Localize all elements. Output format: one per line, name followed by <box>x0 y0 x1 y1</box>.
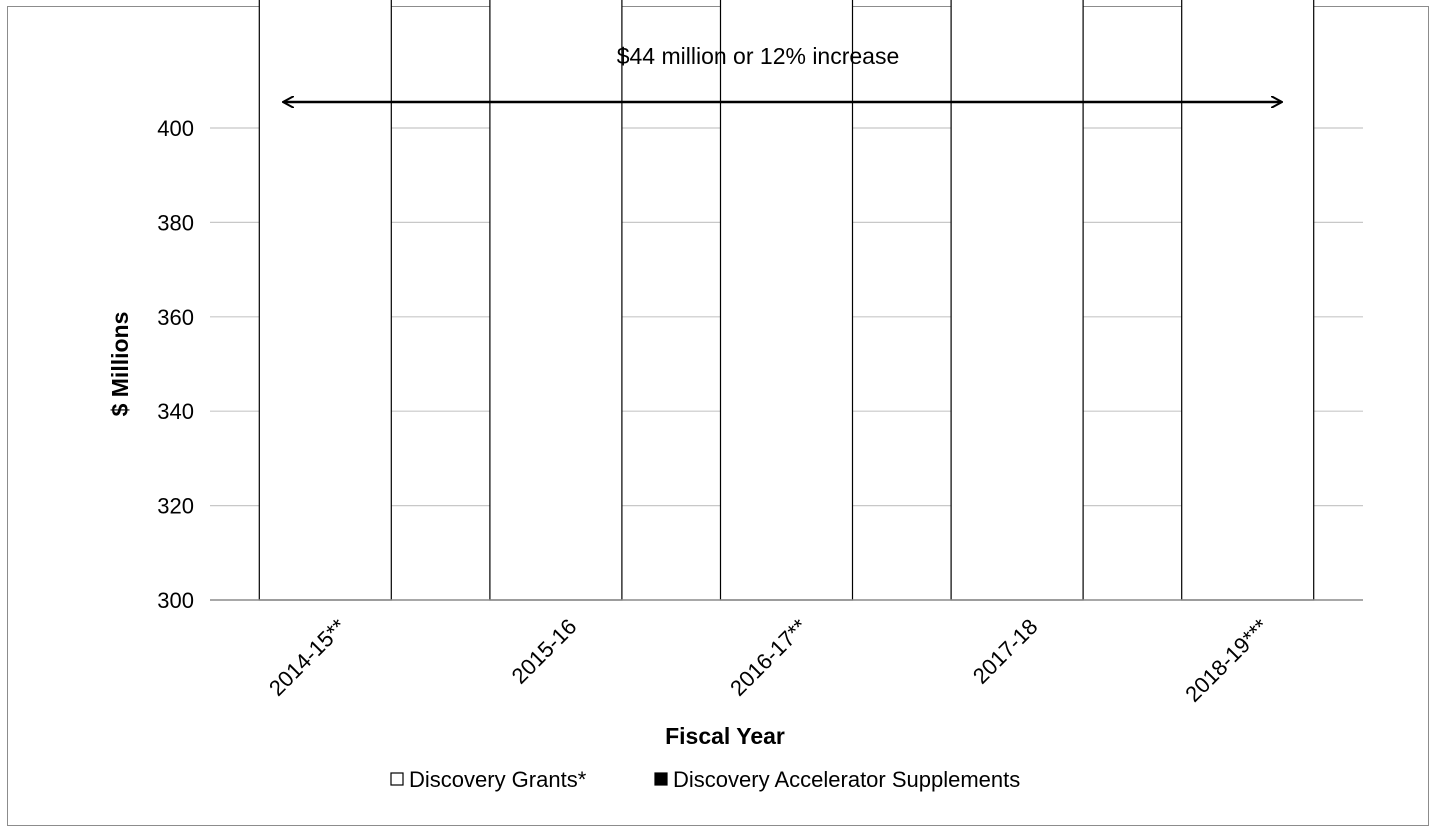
legend: Discovery Grants* Discovery Accelerator … <box>390 767 1020 792</box>
x-tick-label: 2014-15** <box>264 614 351 701</box>
bar-discovery-grants <box>1181 0 1315 601</box>
bar-discovery-grants <box>719 0 854 601</box>
legend-swatch-discovery-grants <box>390 772 404 786</box>
legend-label-accelerator-supplements: Discovery Accelerator Supplements <box>673 767 1020 792</box>
y-tick-label: 300 <box>157 588 194 613</box>
x-tick-label: 2017-18 <box>968 614 1043 689</box>
legend-swatch-accelerator-supplements <box>654 772 668 786</box>
x-tick-label: 2016-17** <box>725 614 812 701</box>
bar-discovery-grants <box>258 0 392 601</box>
annotation-text: $44 million or 12% increase <box>617 43 900 69</box>
y-tick-label: 360 <box>157 305 194 330</box>
bar-discovery-grants <box>950 0 1084 601</box>
bar-discovery-grants <box>489 0 623 601</box>
y-tick-label: 400 <box>157 116 194 141</box>
annotation: $44 million or 12% increase <box>284 43 1281 102</box>
bars <box>258 0 1315 601</box>
y-tick-label: 340 <box>157 399 194 424</box>
y-axis-title: $ Millions <box>107 312 133 417</box>
x-axis-title: Fiscal Year <box>665 723 785 749</box>
x-tick-label: 2018-19*** <box>1180 614 1273 707</box>
y-tick-label: 380 <box>157 210 194 235</box>
y-tick-label: 320 <box>157 494 194 519</box>
legend-label-discovery-grants: Discovery Grants* <box>409 767 587 792</box>
x-tick-label: 2015-16 <box>507 614 582 689</box>
